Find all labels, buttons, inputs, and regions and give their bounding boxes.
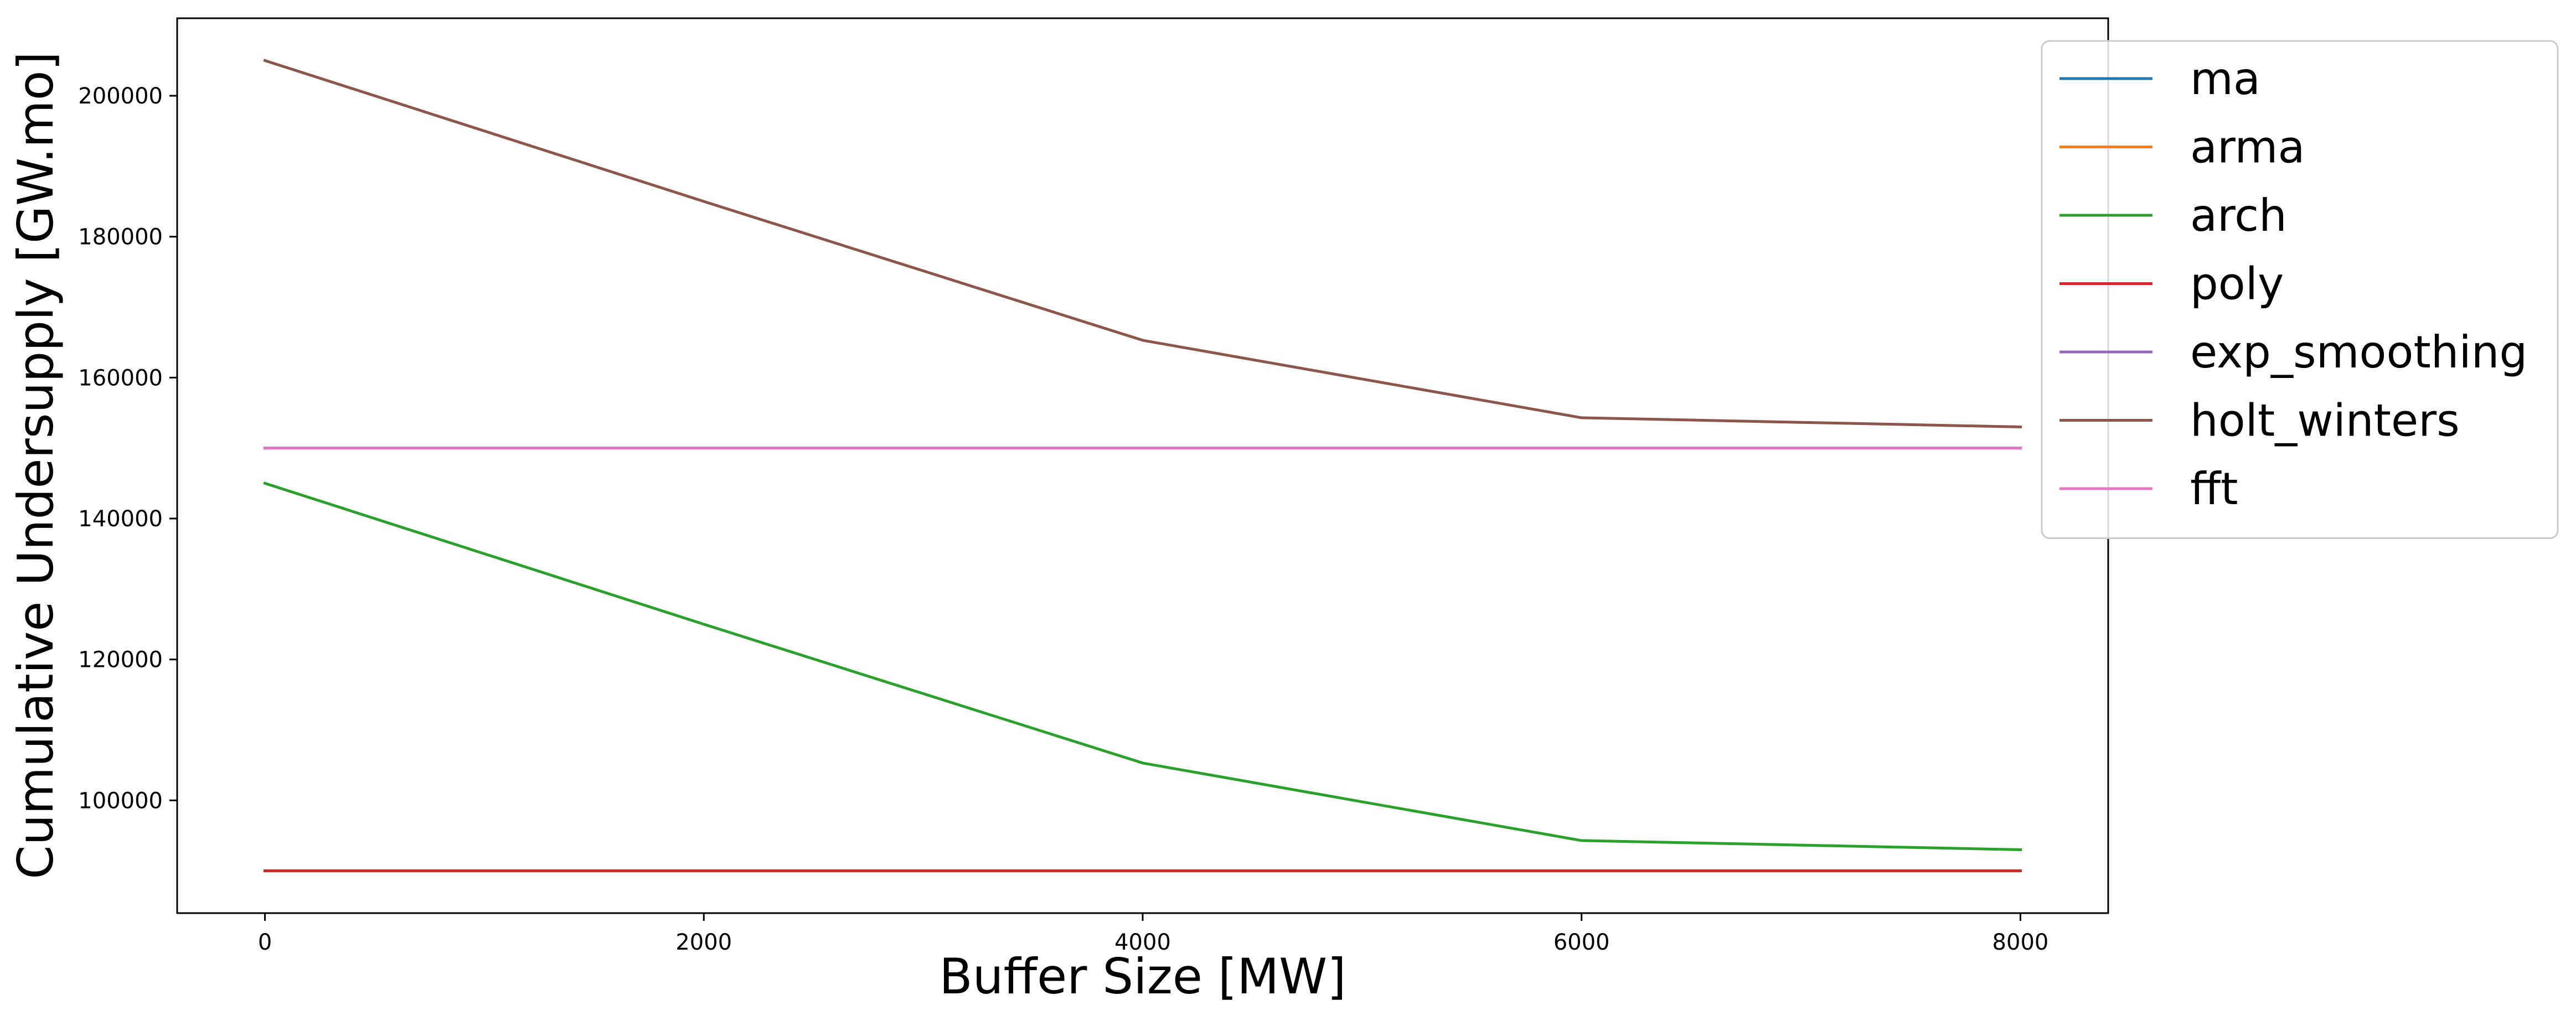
legend-label-arma: arma bbox=[2190, 122, 2305, 173]
x-tick-label: 2000 bbox=[675, 930, 732, 955]
legend: ma arma arch poly exp_smoothing holt_wintersf… bbox=[2041, 40, 2559, 539]
y-axis-label: Cumulative Undersupply [GW.mo] bbox=[7, 51, 64, 879]
legend-label-poly: poly bbox=[2190, 258, 2284, 310]
legend-label-exp-smoothing: exp_smoothing bbox=[2190, 327, 2527, 378]
plot-area bbox=[177, 18, 2108, 913]
x-axis-ticks: 0 2000 4000 6000 8000 bbox=[258, 913, 2049, 955]
legend-label-fft: fft bbox=[2190, 463, 2238, 515]
x-tick-label: 4000 bbox=[1114, 930, 1171, 955]
x-axis-label: Buffer Size [MW] bbox=[939, 948, 1346, 1005]
series-line-arch bbox=[263, 481, 2022, 851]
y-tick-label: 160000 bbox=[78, 365, 163, 391]
x-tick-label: 6000 bbox=[1553, 930, 1610, 955]
series-layer bbox=[263, 59, 2022, 873]
y-axis-ticks: 100000 120000 140000 160000 180000 200000 bbox=[78, 84, 177, 813]
legend-label-arch: arch bbox=[2190, 190, 2287, 241]
y-tick-label: 120000 bbox=[78, 647, 163, 673]
legend-label-holt-winters: holt_winters bbox=[2190, 395, 2460, 447]
y-tick-label: 180000 bbox=[78, 225, 163, 250]
y-tick-label: 200000 bbox=[78, 84, 163, 109]
legend-box bbox=[2041, 40, 2559, 539]
legend-label-ma: ma bbox=[2190, 53, 2260, 105]
series-line-holt-winters bbox=[263, 59, 2022, 429]
x-tick-label: 8000 bbox=[1992, 930, 2049, 955]
y-tick-label: 100000 bbox=[78, 788, 163, 813]
y-tick-label: 140000 bbox=[78, 506, 163, 532]
x-tick-label: 0 bbox=[258, 930, 272, 955]
